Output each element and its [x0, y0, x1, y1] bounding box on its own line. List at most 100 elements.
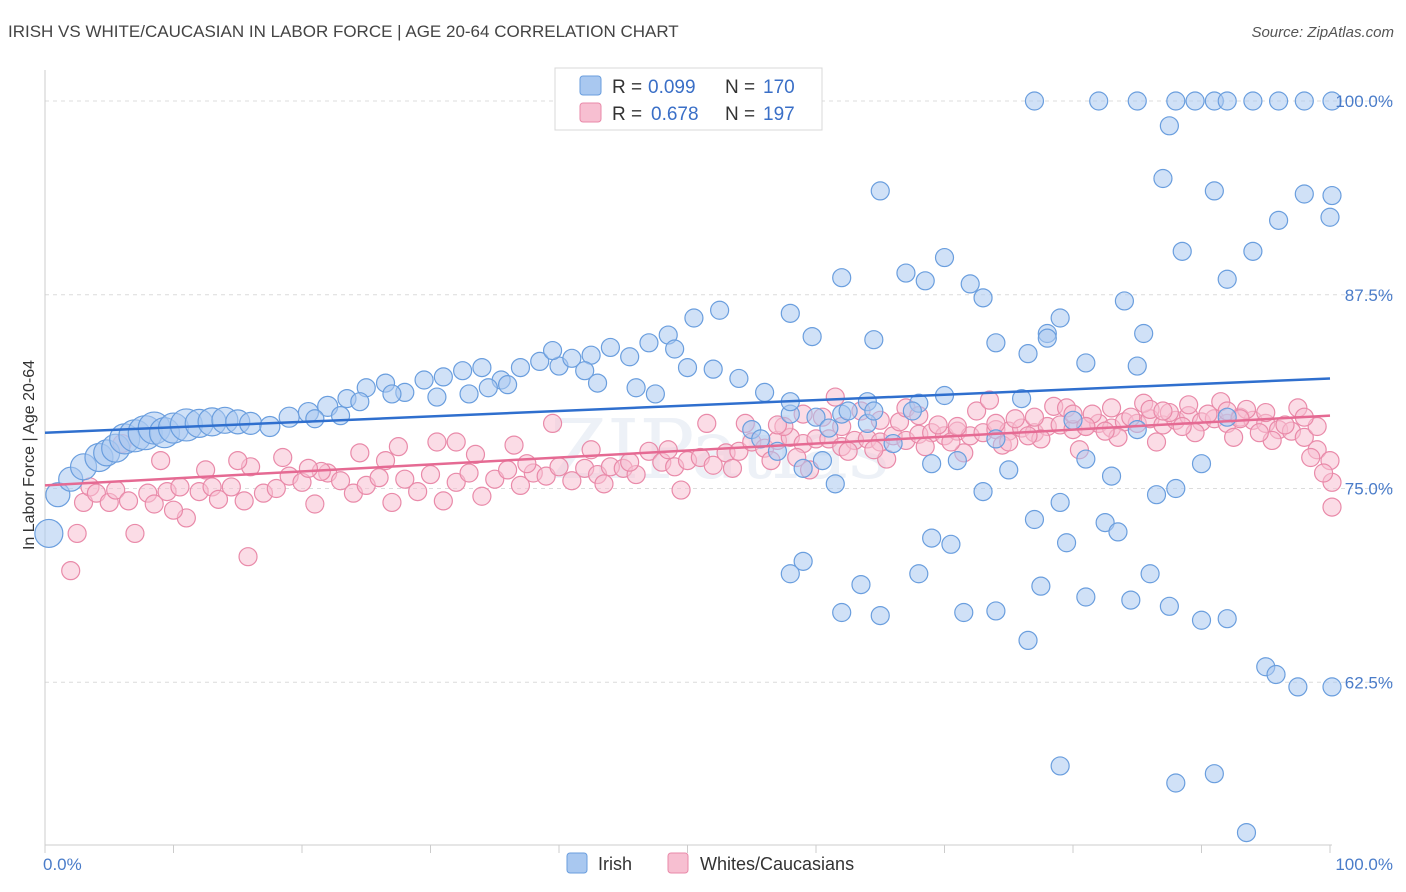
point-irish [1217, 269, 1237, 289]
point-irish [562, 348, 582, 368]
source-credit: Source: ZipAtlas.com [1251, 24, 1394, 41]
point-irish [754, 382, 775, 402]
point-white-caucasian [1179, 395, 1199, 415]
point-white-caucasian [408, 482, 428, 502]
point-irish [645, 384, 665, 404]
point-irish [1217, 609, 1237, 629]
point-irish [1018, 344, 1038, 364]
point-irish [986, 601, 1006, 621]
bottom-legend-swatch-white [667, 852, 689, 874]
point-white-caucasian [1005, 409, 1025, 429]
point-irish [1266, 664, 1286, 685]
point-white-caucasian [388, 437, 408, 457]
point-irish [729, 368, 749, 389]
point-white-caucasian [620, 452, 640, 472]
gridlines [45, 100, 1395, 683]
point-irish [751, 429, 771, 449]
point-white-caucasian [671, 480, 691, 500]
point-irish [1159, 116, 1179, 136]
y-tick-label: 75.0% [1345, 480, 1393, 499]
point-irish [510, 358, 531, 378]
point-white-caucasian [864, 440, 884, 460]
point-irish [703, 359, 723, 379]
point-irish [478, 378, 498, 398]
point-irish [1050, 308, 1070, 328]
point-irish [382, 384, 402, 404]
point-white-caucasian [1024, 407, 1045, 427]
point-irish [414, 370, 434, 390]
point-white-caucasian [1322, 497, 1342, 517]
point-irish [1101, 466, 1122, 486]
point-white-caucasian [446, 472, 466, 492]
legend-n-value-irish: 170 [763, 77, 795, 98]
point-white-caucasian [369, 468, 389, 488]
point-irish [1031, 576, 1051, 596]
point-white-caucasian [838, 441, 858, 461]
point-irish [896, 263, 916, 283]
point-white-caucasian [298, 458, 319, 478]
point-irish [665, 339, 685, 359]
point-irish [530, 351, 550, 371]
point-white-caucasian [581, 440, 601, 460]
point-white-caucasian [1153, 401, 1173, 421]
point-white-caucasian [144, 494, 164, 514]
point-white-caucasian [382, 492, 402, 513]
point-irish [1236, 822, 1257, 843]
point-irish [1140, 564, 1160, 584]
point-irish [1121, 590, 1141, 610]
point-irish [1146, 485, 1167, 505]
point-irish [870, 181, 890, 201]
point-irish [793, 458, 813, 478]
point-irish [626, 378, 646, 398]
point-irish [1108, 522, 1128, 542]
point-irish [1322, 677, 1342, 697]
point-white-caucasian [67, 523, 87, 544]
point-irish [947, 451, 967, 471]
point-irish [472, 358, 492, 378]
point-irish [870, 605, 890, 626]
point-white-caucasian [221, 477, 241, 497]
trend-lines [44, 377, 1331, 487]
trend-line-white [44, 414, 1331, 487]
point-white-caucasian [1146, 432, 1167, 452]
point-white-caucasian [459, 463, 479, 483]
point-white-caucasian [350, 443, 370, 463]
point-irish [960, 274, 980, 294]
point-irish [954, 602, 974, 623]
point-irish [1268, 91, 1289, 111]
point-white-caucasian [1172, 416, 1192, 437]
point-white-caucasian [273, 447, 293, 468]
point-irish [1320, 207, 1340, 227]
point-irish [812, 451, 833, 471]
point-irish [1159, 596, 1179, 616]
point-irish [1217, 407, 1237, 427]
legend: R = 0.099 N = 170 R = 0.678 N = 197 [554, 67, 823, 131]
point-irish [1166, 478, 1186, 499]
point-irish [851, 574, 871, 595]
point-white-caucasian [1249, 423, 1269, 443]
point-irish [1204, 181, 1224, 201]
point-irish [34, 518, 64, 549]
point-irish [639, 333, 659, 353]
point-irish [915, 271, 935, 291]
point-white-caucasian [542, 413, 563, 433]
point-white-caucasian [305, 494, 325, 514]
legend-swatch-white [579, 102, 602, 123]
point-irish [922, 528, 942, 548]
point-irish [1217, 91, 1237, 111]
point-irish [934, 247, 955, 268]
point-white-caucasian [395, 469, 415, 489]
point-irish [1204, 764, 1224, 784]
point-irish [780, 303, 800, 323]
point-irish [802, 327, 822, 347]
y-tick-label: 87.5% [1345, 286, 1393, 305]
point-white-caucasian [125, 523, 145, 544]
point-irish [1294, 91, 1314, 111]
point-white-caucasian [375, 451, 396, 471]
point-irish [1166, 773, 1186, 793]
point-irish [806, 407, 826, 427]
point-irish [883, 433, 903, 454]
point-white-caucasian [427, 432, 447, 452]
point-irish [1268, 210, 1289, 230]
point-irish [1322, 91, 1342, 111]
